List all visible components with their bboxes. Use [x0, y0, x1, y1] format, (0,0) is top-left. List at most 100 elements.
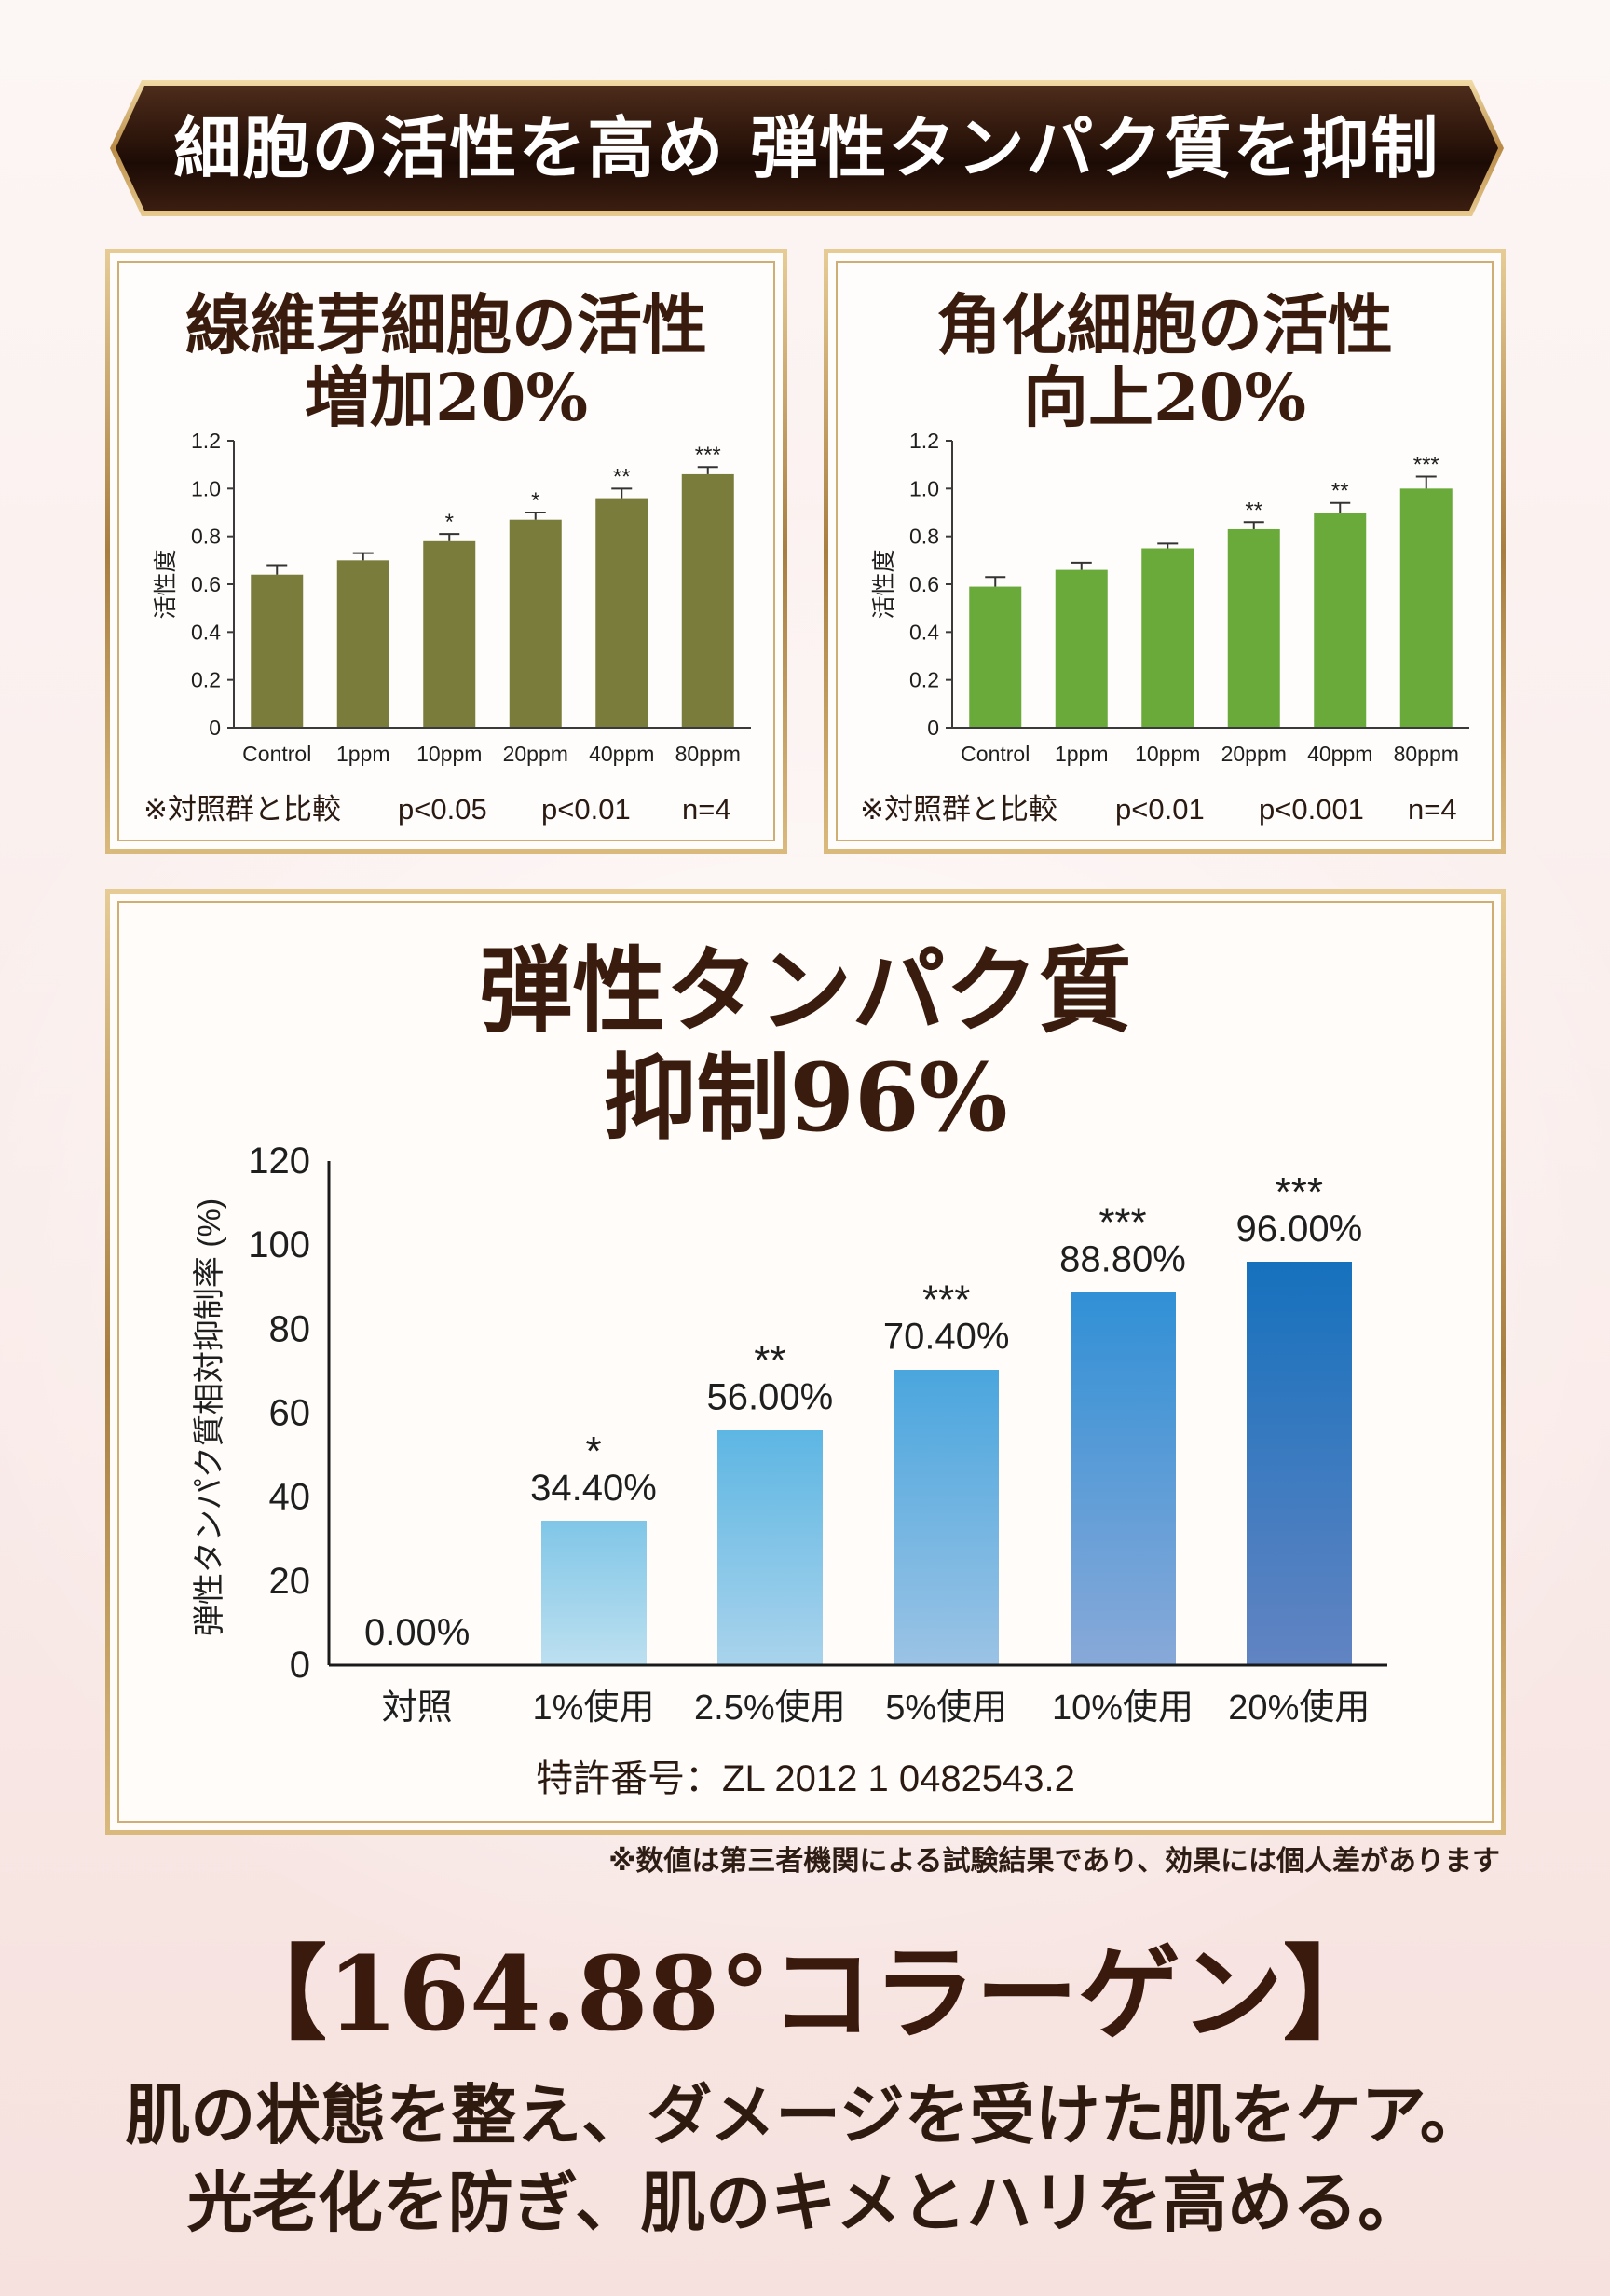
elastin-inhibition-chart: 0.00%対照34.40%*1%使用56.00%**2.5%使用70.40%**… — [192, 1141, 1387, 1728]
bar — [716, 1429, 823, 1665]
x-tick-label: 20ppm — [503, 742, 568, 766]
x-tick-label: 2.5%使用 — [694, 1688, 846, 1728]
header-banner: 細胞の活性を高め 弾性タンパク質を抑制 — [110, 80, 1504, 216]
significance-label: * — [531, 488, 539, 513]
bar — [1141, 548, 1194, 728]
bar — [423, 540, 476, 728]
y-tick-label: 40 — [269, 1477, 311, 1518]
y-tick-label: 1.2 — [191, 429, 221, 453]
card-title-highlight: 抑制96% — [603, 1043, 1008, 1153]
bar — [336, 560, 389, 728]
x-tick-label: 5%使用 — [885, 1688, 1007, 1728]
comparison-note: ※対照群と比較 — [860, 793, 1057, 826]
product-copy-line: 肌の状態を整え、ダメージを受けた肌をケア。 — [125, 2076, 1485, 2153]
product-name: 【164.88°コラーゲン】 — [225, 1934, 1385, 2054]
x-tick-label: 1%使用 — [533, 1688, 655, 1728]
card-title-highlight: 向上20% — [1023, 359, 1306, 436]
significance-label: * — [445, 510, 454, 535]
bar — [540, 1520, 647, 1665]
elastin-inhibition-card: 0.00% 対照 34.40% * 1%使用 56.00% ** 2.5%使用 70.40% **… — [105, 889, 1506, 1835]
significance-label: *** — [922, 1278, 970, 1323]
data-label: 96.00% — [1235, 1209, 1362, 1250]
y-tick-label: 80 — [269, 1308, 311, 1349]
y-tick-label: 0.2 — [909, 668, 939, 692]
bar — [595, 498, 648, 728]
y-axis-label: 弾性タンパク質相対抑制率 (%) — [192, 1198, 227, 1636]
x-tick-label: 10%使用 — [1052, 1688, 1194, 1728]
y-axis-label: 活性度 — [153, 549, 179, 619]
y-tick-label: 1.2 — [909, 429, 939, 453]
y-tick-label: 0 — [290, 1645, 310, 1686]
x-tick-label: Control — [961, 742, 1030, 766]
y-tick-label: 0.8 — [191, 525, 221, 549]
significance-label: ** — [754, 1338, 785, 1384]
fibroblast-activity-chart: Control 1ppm * 10ppm * 20ppm ** 40ppm *** 80ppm 0 0… — [153, 429, 751, 766]
y-tick-label: 1.0 — [191, 476, 221, 500]
x-tick-label: 10ppm — [416, 742, 482, 766]
y-tick-label: 20 — [269, 1561, 311, 1602]
y-tick-label: 1.0 — [909, 476, 939, 500]
y-tick-label: 0.8 — [909, 525, 939, 549]
x-tick-label: 80ppm — [1394, 742, 1459, 766]
bar — [1314, 512, 1367, 728]
elastin-bar-layer — [110, 894, 1501, 1830]
x-tick-label: 20%使用 — [1228, 1688, 1370, 1728]
product-copy-line: 光老化を防ぎ、肌のキメとハリを高める。 — [186, 2164, 1424, 2241]
bar — [969, 586, 1022, 728]
y-tick-label: 0 — [209, 716, 221, 740]
significance-label: *** — [1276, 1169, 1323, 1215]
p-value-label: p<0.05 — [398, 793, 487, 826]
significance-label: *** — [695, 443, 721, 468]
significance-label: *** — [1413, 453, 1439, 478]
data-label: 70.40% — [883, 1317, 1010, 1358]
card-title: 角化細胞の活性 向上20% — [828, 289, 1501, 434]
y-tick-label: 0.4 — [909, 620, 939, 644]
y-axis-label: 活性度 — [871, 549, 897, 619]
x-tick-label: 1ppm — [1055, 742, 1109, 766]
y-tick-label: 0.6 — [191, 572, 221, 596]
card-title-highlight: 増加20% — [305, 359, 588, 436]
significance-label: *** — [1098, 1200, 1146, 1246]
bar — [1055, 569, 1108, 728]
keratinocyte-activity-chart: Control 1ppm 10ppm ** 20ppm ** 40ppm *** 80ppm 0 0… — [871, 429, 1469, 766]
comparison-note: ※対照群と比較 — [143, 793, 341, 826]
x-tick-label: Control — [242, 742, 311, 766]
sample-size-label: n=4 — [682, 793, 731, 826]
x-tick-label: 40ppm — [589, 742, 654, 766]
x-tick-label: 10ppm — [1135, 742, 1200, 766]
x-tick-label: 40ppm — [1307, 742, 1372, 766]
bar — [1227, 528, 1280, 728]
y-tick-label: 120 — [248, 1141, 310, 1182]
sample-size-label: n=4 — [1408, 793, 1457, 826]
bar — [1399, 488, 1453, 728]
y-tick-label: 0.4 — [191, 620, 221, 644]
card-title: 弾性タンパク質 抑制96% — [110, 937, 1501, 1152]
bar — [251, 574, 304, 728]
p-value-label: p<0.01 — [541, 793, 631, 826]
fibroblast-activity-card: Control 1ppm * 10ppm * 20ppm ** 40ppm *** 80ppm 0 0… — [105, 249, 787, 854]
card-title-line: 線維芽細胞の活性 — [185, 286, 707, 363]
significance-label: ** — [1245, 498, 1262, 523]
significance-label: ** — [613, 464, 631, 489]
x-tick-label: 対照 — [382, 1688, 453, 1728]
x-tick-label: 20ppm — [1221, 742, 1287, 766]
card-title: 線維芽細胞の活性 増加20% — [110, 289, 783, 434]
data-label: 56.00% — [706, 1377, 833, 1418]
patent-number: 特許番号：ZL 2012 1 0482543.2 — [536, 1758, 1075, 1799]
product-copy: 肌の状態を整え、ダメージを受けた肌をケア。 光老化を防ぎ、肌のキメとハリを高める… — [0, 2071, 1610, 2247]
data-label: 0.00% — [364, 1612, 470, 1653]
keratinocyte-activity-card: Control 1ppm 10ppm ** 20ppm ** 40ppm *** 80ppm 0 0… — [824, 249, 1506, 854]
x-tick-label: 80ppm — [675, 742, 741, 766]
significance-label: * — [585, 1428, 601, 1474]
header-banner-body: 細胞の活性を高め 弾性タンパク質を抑制 — [116, 86, 1498, 211]
y-tick-label: 0 — [927, 716, 939, 740]
data-label: 88.80% — [1059, 1239, 1186, 1280]
y-tick-label: 100 — [248, 1224, 310, 1265]
data-label: 34.40% — [530, 1468, 657, 1509]
y-tick-label: 60 — [269, 1393, 311, 1434]
y-tick-label: 0.2 — [191, 668, 221, 692]
p-value-label: p<0.001 — [1259, 793, 1364, 826]
card-title-line: 弾性タンパク質 — [479, 936, 1132, 1046]
bar — [1246, 1262, 1352, 1665]
